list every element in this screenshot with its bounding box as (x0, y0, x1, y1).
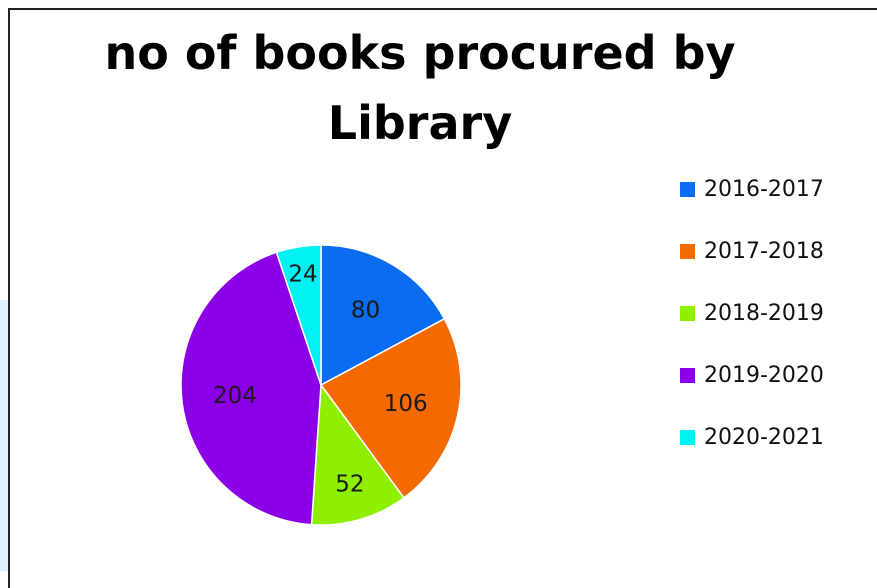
legend-swatch (680, 367, 695, 383)
slice-data-label-2017-2018: 106 (384, 391, 428, 417)
slice-data-label-2019-2020: 204 (213, 383, 257, 409)
legend-swatch (680, 305, 695, 321)
legend-item-2020-2021: 2020-2021 (680, 406, 824, 468)
chart-title-line1: no of books procured by (104, 26, 736, 80)
background-edge (0, 300, 8, 571)
pie-slice-2020-2021 (275, 244, 322, 386)
legend-label: 2017-2018 (704, 238, 824, 264)
pie-chart: 80 106 52 204 24 (180, 244, 462, 526)
slice-data-label-2020-2021: 24 (288, 261, 317, 287)
legend: 2016-2017 2017-2018 2018-2019 2019-2020 2020… (680, 158, 824, 468)
legend-item-2016-2017: 2016-2017 (680, 158, 824, 220)
legend-label: 2019-2020 (704, 362, 824, 388)
pie-slice-2016-2017 (320, 244, 446, 387)
legend-item-2019-2020: 2019-2020 (680, 344, 824, 406)
legend-item-2017-2018: 2017-2018 (680, 220, 824, 282)
slice-data-label-2016-2017: 80 (351, 298, 380, 324)
pie-slice-2017-2018 (319, 317, 462, 499)
legend-swatch (680, 181, 695, 197)
legend-swatch (680, 243, 695, 259)
chart-title: no of books procured by Library (40, 18, 800, 158)
chart-title-line2: Library (327, 96, 513, 150)
legend-item-2018-2019: 2018-2019 (680, 282, 824, 344)
pie-slice-2018-2019 (310, 382, 405, 526)
legend-label: 2016-2017 (704, 176, 824, 202)
slice-data-label-2018-2019: 52 (335, 471, 364, 497)
legend-label: 2020-2021 (704, 424, 824, 450)
chart-frame (8, 8, 877, 588)
legend-swatch (680, 429, 695, 445)
pie-slice-2019-2020 (180, 251, 322, 526)
legend-label: 2018-2019 (704, 300, 824, 326)
